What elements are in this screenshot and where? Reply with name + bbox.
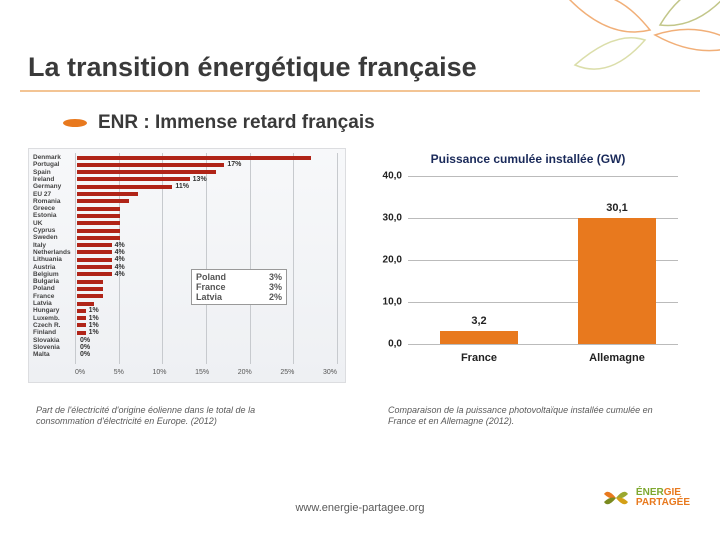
bullet-icon — [62, 118, 88, 128]
bar-row: Malta0% — [33, 350, 343, 359]
subtitle-row: ENR : Immense retard français — [62, 112, 375, 134]
bar — [440, 331, 518, 344]
wind-share-chart: DenmarkPortugal17%SpainIreland13%Germany… — [28, 148, 346, 383]
caption-right: Comparaison de la puissance photovoltaïq… — [388, 405, 668, 428]
subtitle: ENR : Immense retard français — [98, 112, 375, 134]
chart-title: Puissance cumulée installée (GW) — [364, 152, 692, 166]
logo: ÉNERGIE PARTAGÉE — [602, 484, 690, 512]
bar — [578, 218, 656, 344]
callout-box: Poland3%France3%Latvia2% — [191, 269, 287, 305]
decorative-petals — [550, 0, 720, 90]
caption-left: Part de l'électricité d'origine éolienne… — [36, 405, 306, 428]
title-underline — [20, 90, 700, 92]
charts-container: DenmarkPortugal17%SpainIreland13%Germany… — [28, 148, 692, 383]
logo-text: ÉNERGIE PARTAGÉE — [636, 488, 690, 508]
page-title: La transition énergétique française — [28, 52, 477, 83]
logo-icon — [602, 484, 630, 512]
x-axis: 0%5%10%15%20%25%30% — [75, 369, 337, 376]
pv-capacity-chart: Puissance cumulée installée (GW) 0,010,0… — [364, 148, 692, 383]
plot-area: 0,010,020,030,040,03,2France30,1Allemagn… — [408, 176, 678, 344]
